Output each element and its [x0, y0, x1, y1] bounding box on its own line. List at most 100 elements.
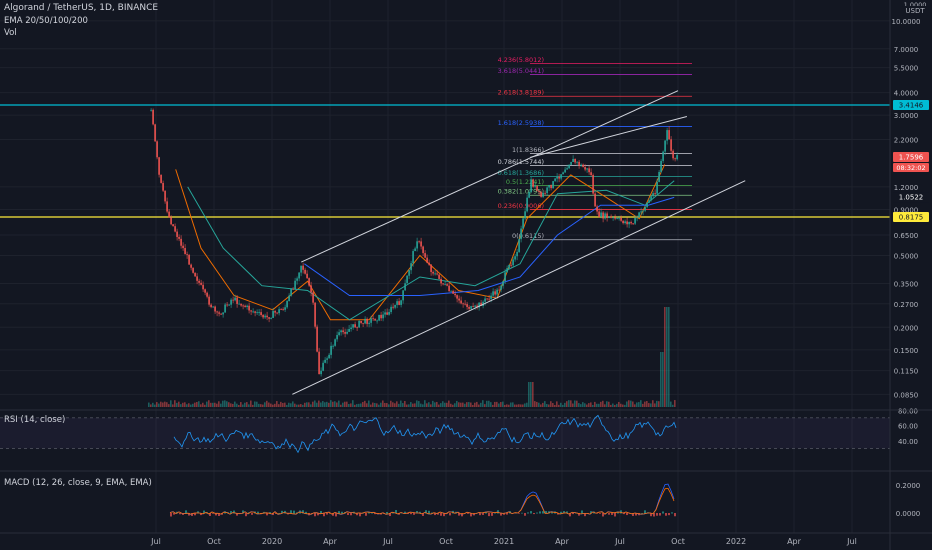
candle-body — [554, 178, 556, 182]
macd-histogram-bar — [251, 513, 253, 515]
candle-body — [154, 124, 156, 142]
candle-body — [234, 297, 236, 301]
candle-body — [632, 223, 634, 225]
volume-bar — [660, 352, 662, 407]
candle-body — [184, 248, 186, 255]
macd-histogram-bar — [245, 513, 247, 517]
volume-bar — [168, 404, 170, 407]
rsi-legend[interactable]: RSI (14, close) — [4, 415, 66, 425]
volume-bar — [432, 400, 434, 407]
volume-bar — [524, 403, 526, 407]
fib-label: 1.618(2.5938) — [498, 119, 544, 127]
volume-bar — [278, 404, 280, 407]
volume-bar — [290, 403, 292, 407]
horizontal-levels[interactable] — [0, 104, 890, 218]
volume-legend[interactable]: Vol — [4, 28, 17, 38]
candle-body — [662, 151, 664, 161]
volume-bar — [488, 400, 490, 407]
candle-body — [258, 312, 260, 313]
volume-bar — [532, 382, 534, 407]
macd-histogram-bar — [530, 511, 532, 514]
candle-body — [566, 168, 568, 170]
volume-bar — [178, 401, 180, 407]
macd-histogram-bar — [368, 512, 370, 514]
candle-body — [472, 306, 474, 307]
candle-body — [320, 370, 322, 375]
candle-body — [188, 254, 190, 265]
candle-body — [262, 314, 264, 318]
candle-body — [218, 312, 220, 314]
candle-body — [194, 272, 196, 277]
time-axis[interactable]: Jul Oct 2020 Apr Jul Oct 2021 Apr Jul Oct 2022 Apr J… — [150, 537, 857, 546]
volume-bar — [672, 404, 674, 407]
macd-legend[interactable]: MACD (12, 26, close, 9, EMA, EMA) — [4, 478, 152, 488]
candle-body — [176, 231, 178, 237]
macd-histogram-bar — [494, 512, 496, 514]
macd-histogram-bar — [497, 510, 499, 514]
candle-body — [340, 330, 342, 333]
time-tick-label: 2021 — [494, 537, 514, 546]
volume-bar — [482, 400, 484, 407]
volume-bar — [236, 403, 238, 407]
macd-histogram-bar — [668, 513, 670, 516]
volume-bar — [612, 403, 614, 407]
macd-histogram-bar — [485, 511, 487, 514]
volume-bar — [652, 400, 654, 407]
volume-bar — [666, 307, 668, 407]
candle-body — [398, 301, 400, 305]
candle-body — [664, 140, 666, 152]
volume-bar — [154, 404, 156, 407]
volume-bar — [448, 400, 450, 407]
candle-body — [364, 318, 366, 324]
candle-body — [520, 228, 522, 240]
macd-histogram-bar — [635, 513, 637, 516]
macd-histogram-bar — [395, 510, 397, 514]
price-tick-label: 5.5000 — [894, 65, 919, 73]
volume-bar — [470, 402, 472, 407]
time-tick-label: Jul — [382, 537, 393, 546]
candle-body — [290, 288, 292, 296]
volume-bar — [626, 401, 628, 407]
candle-body — [558, 176, 560, 179]
trend-channel-line — [530, 115, 688, 158]
macd-histogram-bar — [266, 513, 268, 516]
macd-histogram-bar — [569, 513, 571, 517]
trend-channel-line — [292, 180, 746, 395]
volume-bar — [464, 403, 466, 407]
rsi-tick-label: 60.00 — [898, 423, 918, 431]
candle-body — [282, 309, 284, 311]
candle-body — [506, 268, 508, 273]
volume-bar — [408, 404, 410, 407]
volume-bar — [316, 402, 318, 407]
volume-bar — [522, 404, 524, 407]
candle-body — [654, 193, 656, 194]
volume-bar — [396, 401, 398, 407]
candle-body — [278, 309, 280, 314]
ema-legend[interactable]: EMA 20/50/100/200 — [4, 16, 88, 26]
volume-bar — [348, 403, 350, 407]
rsi-pane: 80.00 60.00 40.00 — [0, 407, 918, 454]
price-axis[interactable]: 10.0000 7.0000 5.5000 4.0000 3.0000 2.2000 1.2… — [892, 18, 929, 400]
volume-bar — [390, 400, 392, 407]
volume-bar — [466, 402, 468, 407]
rsi-tick-label: 40.00 — [898, 438, 918, 446]
symbol-title[interactable]: Algorand / TetherUS, 1D, BINANCE — [4, 3, 159, 13]
trend-channel[interactable] — [292, 90, 746, 395]
macd-histogram-bar — [278, 512, 280, 514]
volume-bar — [310, 404, 312, 407]
candle-body — [534, 185, 536, 187]
volume-bar — [648, 403, 650, 407]
macd-histogram-bar — [542, 511, 544, 514]
volume-bar — [332, 401, 334, 407]
candle-body — [450, 290, 452, 292]
macd-histogram-bar — [191, 513, 193, 516]
axis-currency[interactable]: USDT — [902, 6, 928, 16]
candle-body — [672, 150, 674, 159]
volume-bar — [594, 401, 596, 407]
candle-body — [458, 298, 460, 301]
fib-label: 1(1.8366) — [512, 146, 544, 154]
candle-body — [634, 218, 636, 224]
rsi-line — [173, 414, 677, 454]
volume-bar — [162, 402, 164, 407]
